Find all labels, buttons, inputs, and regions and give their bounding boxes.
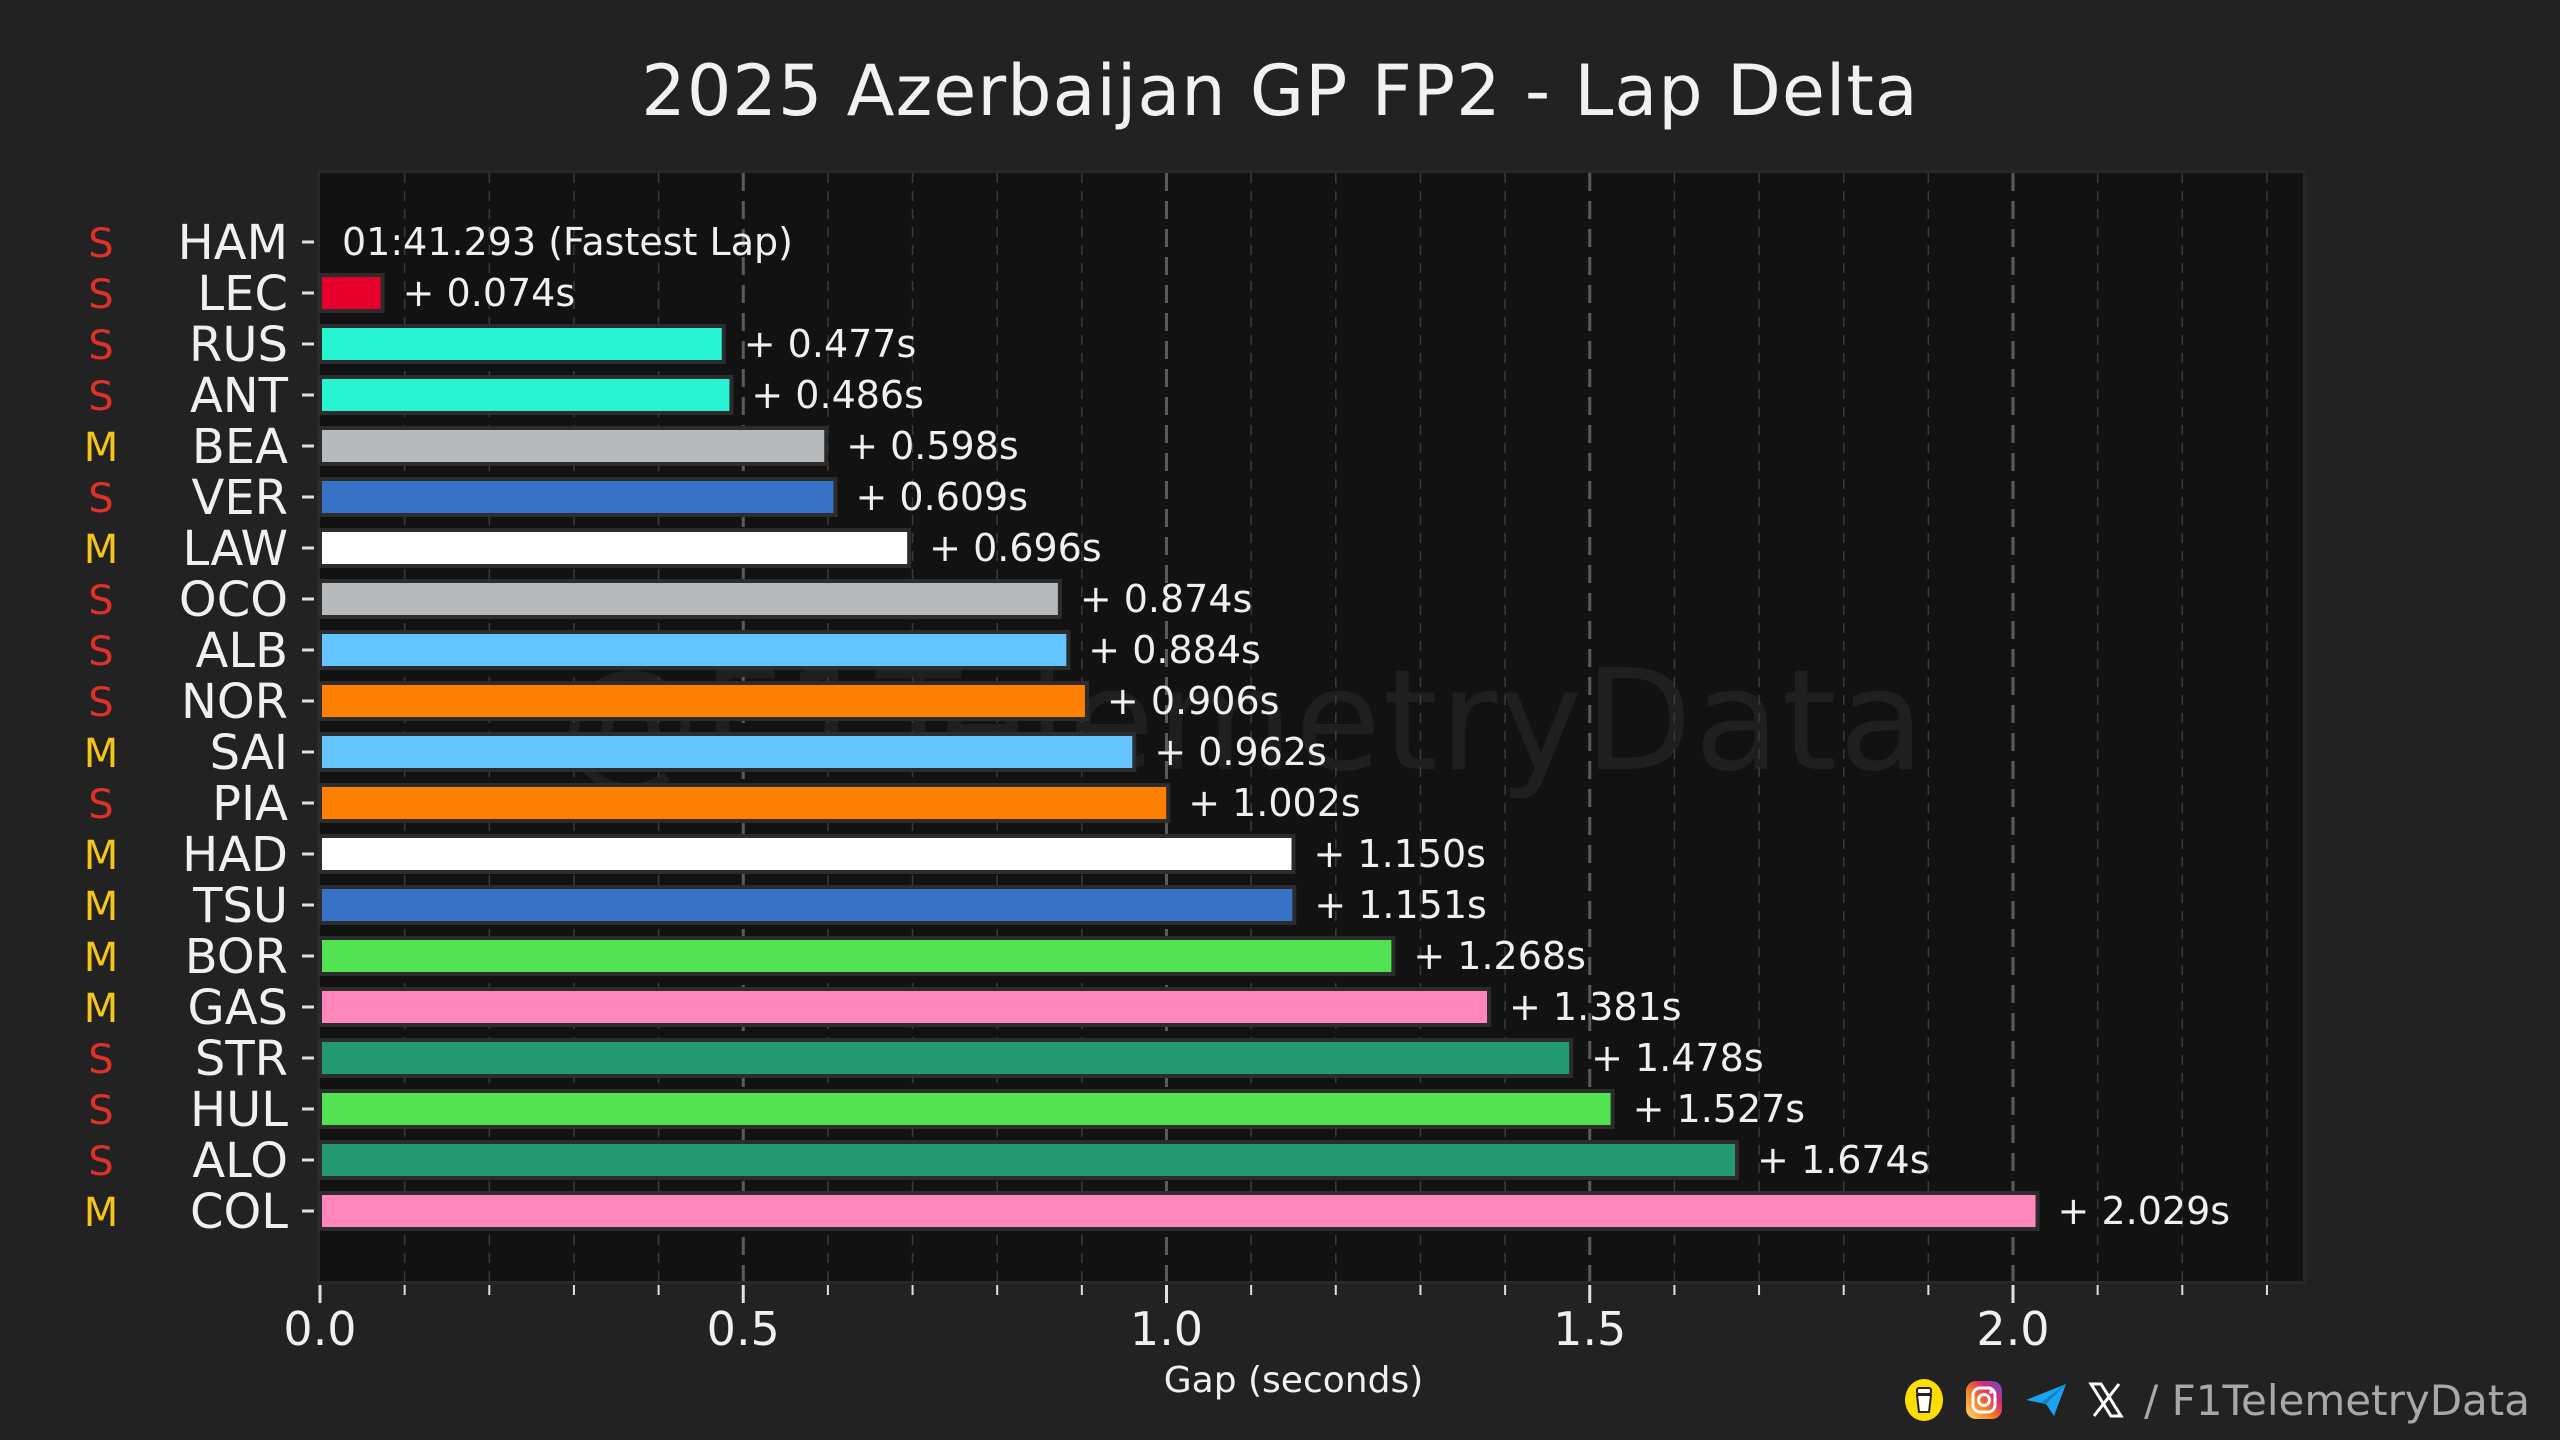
bar-alo — [318, 1140, 1740, 1180]
driver-label: BOR — [185, 929, 288, 985]
value-label: + 0.609s — [856, 475, 1029, 519]
x-axis-label: Gap (seconds) — [1163, 1360, 1424, 1401]
driver-label: BEA — [192, 419, 288, 475]
value-label: + 1.150s — [1313, 832, 1486, 876]
bar-ver — [318, 477, 838, 517]
value-label: + 1.478s — [1591, 1036, 1764, 1080]
value-label: + 0.696s — [929, 526, 1102, 570]
bar-gas — [318, 987, 1492, 1027]
value-label: + 0.074s — [403, 271, 576, 315]
tyre-compound-m: M — [84, 935, 119, 981]
instagram-icon[interactable] — [1964, 1378, 2004, 1422]
tyre-compound-s: S — [88, 782, 113, 828]
driver-label: NOR — [181, 674, 288, 730]
tyre-compound-m: M — [84, 1190, 119, 1236]
coffee-cup-icon[interactable] — [1904, 1378, 1944, 1422]
bar-tsu — [318, 885, 1297, 925]
value-label: + 0.486s — [751, 373, 924, 417]
driver-label: VER — [191, 470, 288, 526]
tyre-compound-m: M — [84, 527, 119, 573]
tyre-compound-m: M — [84, 731, 119, 777]
bar-law — [318, 528, 912, 568]
value-label: + 0.962s — [1154, 730, 1327, 774]
bar-str — [318, 1038, 1574, 1078]
driver-label: ANT — [190, 368, 289, 424]
bar-col — [318, 1191, 2040, 1231]
driver-label: RUS — [189, 317, 288, 373]
tyre-compound-s: S — [88, 1088, 113, 1134]
bar-pia — [318, 783, 1171, 823]
x-tick-label: 2.0 — [1976, 1302, 2049, 1356]
x-tick-label: 0.0 — [283, 1302, 356, 1356]
value-label: + 1.674s — [1757, 1138, 1930, 1182]
driver-label: GAS — [188, 980, 289, 1036]
tyre-compound-m: M — [84, 425, 119, 471]
driver-label: LAW — [182, 521, 288, 577]
value-label: + 1.002s — [1188, 781, 1361, 825]
bar-ant — [318, 375, 734, 415]
driver-label: SAI — [210, 725, 288, 781]
driver-label: STR — [195, 1031, 288, 1087]
footer-handle[interactable]: / F1TelemetryData — [2144, 1375, 2530, 1425]
driver-label: ALB — [195, 623, 288, 679]
driver-label: HUL — [190, 1082, 288, 1138]
bar-oco — [318, 579, 1062, 619]
x-tick-label: 1.5 — [1553, 1302, 1626, 1356]
value-label: + 0.598s — [846, 424, 1019, 468]
bar-bea — [318, 426, 829, 466]
tyre-compound-s: S — [88, 374, 113, 420]
x-tick-label: 0.5 — [707, 1302, 780, 1356]
tyre-compound-s: S — [88, 1139, 113, 1185]
tyre-compound-s: S — [88, 629, 113, 675]
chart-title: 2025 Azerbaijan GP FP2 - Lap Delta — [641, 50, 1919, 132]
fastest-lap-label: 01:41.293 (Fastest Lap) — [342, 220, 793, 264]
value-label: + 0.874s — [1080, 577, 1253, 621]
value-label: + 1.151s — [1314, 883, 1487, 927]
social-footer: / F1TelemetryData — [1904, 1375, 2530, 1425]
tyre-compound-m: M — [84, 833, 119, 879]
x-tick-label: 1.0 — [1130, 1302, 1203, 1356]
bar-had — [318, 834, 1296, 874]
value-label: + 0.906s — [1107, 679, 1280, 723]
tyre-compound-s: S — [88, 323, 113, 369]
driver-label: OCO — [179, 572, 288, 628]
value-label: + 1.268s — [1413, 934, 1586, 978]
value-label: + 1.381s — [1509, 985, 1682, 1029]
driver-label: COL — [190, 1184, 288, 1240]
bar-sai — [318, 732, 1137, 772]
tyre-compound-m: M — [84, 986, 119, 1032]
telegram-icon[interactable] — [2024, 1380, 2068, 1420]
driver-label: ALO — [192, 1133, 288, 1189]
bar-hul — [318, 1089, 1615, 1129]
driver-label: LEC — [197, 266, 288, 322]
bar-alb — [318, 630, 1071, 670]
tyre-compound-s: S — [88, 221, 113, 267]
driver-label: PIA — [212, 776, 288, 832]
value-label: + 0.477s — [744, 322, 917, 366]
value-label: + 2.029s — [2058, 1189, 2231, 1233]
bar-lec — [318, 273, 385, 313]
tyre-compound-m: M — [84, 884, 119, 930]
driver-label: HAD — [182, 827, 288, 883]
tyre-compound-s: S — [88, 1037, 113, 1083]
driver-label: HAM — [178, 215, 288, 271]
bar-rus — [318, 324, 726, 364]
bar-bor — [318, 936, 1396, 976]
x-icon[interactable] — [2088, 1380, 2124, 1420]
bar-nor — [318, 681, 1089, 721]
value-label: + 0.884s — [1088, 628, 1261, 672]
driver-label: TSU — [192, 878, 288, 934]
tyre-compound-s: S — [88, 680, 113, 726]
value-label: + 1.527s — [1633, 1087, 1806, 1131]
tyre-compound-s: S — [88, 476, 113, 522]
tyre-compound-s: S — [88, 272, 113, 318]
tyre-compound-s: S — [88, 578, 113, 624]
